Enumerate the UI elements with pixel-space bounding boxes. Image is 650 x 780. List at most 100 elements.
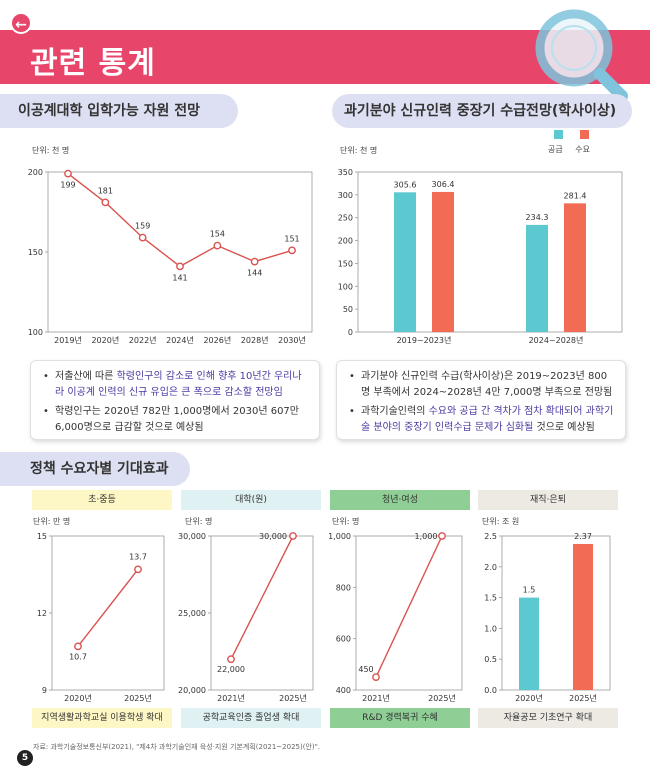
y-tick-label: 25,000 bbox=[178, 609, 206, 618]
data-label: 281.4 bbox=[564, 191, 587, 200]
note-item: 학령인구는 2020년 782만 1,000명에서 2030년 607만 6,0… bbox=[43, 404, 309, 436]
data-point bbox=[288, 246, 296, 255]
source-note: 자료: 과학기술정보통신부(2021), "제4차 과학기술인재 육성·지원 기… bbox=[33, 743, 321, 751]
data-point bbox=[213, 241, 222, 250]
magnifier-icon bbox=[535, 9, 628, 102]
panel-header-elementary: 초·중등 bbox=[32, 490, 172, 510]
plot-frame bbox=[47, 171, 313, 333]
data-point bbox=[138, 233, 147, 242]
data-label: 2.37 bbox=[574, 532, 592, 541]
x-tick-label: 2025년 bbox=[569, 693, 597, 703]
y-tick-label: 1.0 bbox=[484, 624, 497, 633]
legend-label-demand: 수요 bbox=[575, 145, 591, 154]
note-item: 저출산에 따른 학령인구의 감소로 인해 향후 10년간 우리나라 이공계 인력… bbox=[43, 369, 309, 401]
data-point bbox=[227, 655, 235, 664]
legend-swatch-supply bbox=[554, 130, 563, 139]
x-tick-label: 2022년 bbox=[129, 335, 157, 345]
x-tick-label: 2030년 bbox=[278, 335, 306, 345]
y-tick-label: 0.0 bbox=[484, 686, 497, 695]
plot-frame bbox=[357, 171, 623, 333]
note-item: 과학기술인력의 수요와 공급 간 격차가 점차 확대되어 과학기술 분야의 중장… bbox=[349, 404, 615, 436]
y-tick-label: 150 bbox=[338, 259, 353, 268]
data-label: 234.3 bbox=[526, 213, 549, 222]
series-line bbox=[375, 535, 443, 678]
legend-label-supply: 공급 bbox=[548, 145, 563, 154]
x-tick-label: 2026년 bbox=[203, 335, 231, 345]
section-title-enrollment: 이공계대학 입학가능 자원 전망 bbox=[0, 94, 238, 128]
data-point bbox=[289, 532, 297, 540]
unit-label: 단위: 천 명 bbox=[340, 146, 378, 155]
data-point bbox=[74, 642, 82, 651]
panel-footer-elementary: 지역생활과학교실 이용학생 확대 bbox=[32, 708, 172, 728]
y-tick-label: 15 bbox=[37, 532, 47, 541]
data-label: 154 bbox=[210, 230, 225, 239]
panel-footer-workers-retired: 자율공모 기초연구 확대 bbox=[478, 708, 618, 728]
y-tick-label: 2.0 bbox=[484, 563, 497, 572]
x-tick-label: 2020년 bbox=[64, 693, 92, 703]
y-tick-label: 600 bbox=[336, 635, 351, 644]
y-tick-label: 200 bbox=[28, 168, 43, 177]
x-tick-label: 2028년 bbox=[241, 335, 269, 345]
data-point bbox=[176, 262, 184, 271]
data-point bbox=[372, 673, 380, 682]
unit-label: 단위: 만 명 bbox=[33, 517, 71, 526]
back-arrow-icon[interactable]: ← bbox=[10, 12, 32, 34]
supply-demand-bar-chart: 0 50 100 150 200 250 300 350 2019~2023년 305.6 306.… bbox=[338, 168, 623, 345]
data-label: 306.4 bbox=[432, 180, 455, 189]
data-point bbox=[101, 198, 110, 207]
y-tick-label: 12 bbox=[37, 609, 47, 618]
y-tick-label: 150 bbox=[28, 248, 43, 257]
x-tick-label: 2019~2023년 bbox=[397, 335, 452, 345]
x-tick-label: 2020년 bbox=[515, 693, 543, 703]
legend bbox=[550, 130, 600, 139]
workers-bar-chart: 0.0 0.5 1.0 1.5 2.0 2.5 2020년 1.5 2025년 2.37 bbox=[484, 532, 611, 703]
y-tick-label: 200 bbox=[338, 237, 353, 246]
data-label: 10.7 bbox=[69, 652, 87, 661]
y-tick-label: 300 bbox=[338, 191, 353, 200]
bar bbox=[519, 597, 539, 690]
x-tick-label: 2025년 bbox=[279, 693, 307, 703]
unit-label: 단위: 천 명 bbox=[32, 146, 70, 155]
x-tick-label: 2020년 bbox=[91, 335, 119, 345]
unit-label: 단위: 조 원 bbox=[482, 517, 520, 526]
plot-frame bbox=[51, 535, 165, 691]
elementary-line-chart: 9 12 15 2020년 2025년 10.7 13.7 bbox=[37, 532, 165, 703]
y-tick-label: 0.5 bbox=[484, 655, 497, 664]
data-label: 151 bbox=[284, 234, 299, 243]
unit-label: 단위: 명 bbox=[332, 517, 360, 526]
x-tick-label: 2021년 bbox=[217, 693, 245, 703]
y-tick-label: 250 bbox=[338, 214, 353, 223]
x-tick-label: 2024년 bbox=[166, 335, 194, 345]
page-number: 5 bbox=[17, 750, 33, 766]
data-label: 1,000 bbox=[415, 532, 438, 541]
data-label: 13.7 bbox=[129, 552, 147, 561]
unit-label: 단위: 명 bbox=[185, 517, 213, 526]
panel-header-workers-retired: 재직·은퇴 bbox=[478, 490, 618, 510]
page-title: 관련 통계 bbox=[30, 46, 156, 81]
note-box-supply-demand: 과기분야 신규인력 수급(학사이상)은 2019~2023년 800명 부족에서… bbox=[336, 360, 626, 440]
data-label: 181 bbox=[98, 186, 113, 195]
y-tick-label: 800 bbox=[336, 583, 351, 592]
data-label: 22,000 bbox=[217, 665, 245, 674]
y-tick-label: 1.5 bbox=[484, 594, 497, 603]
panel-footer-university: 공학교육인증 졸업생 확대 bbox=[181, 708, 321, 728]
panel-header-youth-women: 청년·여성 bbox=[330, 490, 470, 510]
enrollment-line-chart: 100 150 200 2019년 2020년 2022년 2024년 2026년 2028년 2… bbox=[28, 168, 313, 345]
data-point bbox=[438, 532, 446, 540]
x-tick-label: 2024~2028년 bbox=[529, 335, 584, 345]
x-tick-label: 2025년 bbox=[124, 693, 152, 703]
panel-header-university: 대학(원) bbox=[181, 490, 321, 510]
plot-frame bbox=[355, 535, 463, 691]
data-label: 199 bbox=[60, 181, 75, 190]
x-tick-label: 2019년 bbox=[54, 335, 82, 345]
x-tick-label: 2025년 bbox=[428, 693, 456, 703]
university-line-chart: 20,000 25,000 30,000 2021년 2025년 22,000 30,000 bbox=[178, 532, 314, 703]
data-point bbox=[64, 169, 72, 178]
y-tick-label: 9 bbox=[42, 686, 47, 695]
y-tick-label: 50 bbox=[343, 305, 353, 314]
x-tick-label: 2021년 bbox=[362, 693, 390, 703]
series-line bbox=[77, 568, 139, 647]
series-line bbox=[230, 535, 294, 660]
y-tick-label: 30,000 bbox=[178, 532, 206, 541]
y-tick-label: 100 bbox=[28, 328, 43, 337]
